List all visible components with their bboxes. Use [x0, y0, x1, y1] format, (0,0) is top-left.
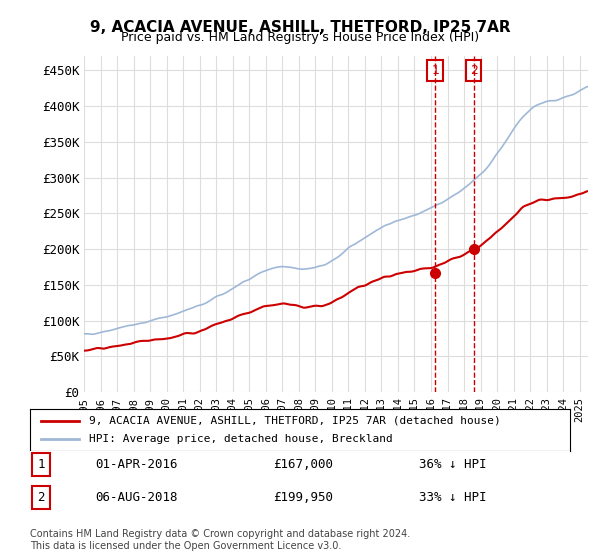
- Text: 06-AUG-2018: 06-AUG-2018: [95, 491, 178, 503]
- Text: Contains HM Land Registry data © Crown copyright and database right 2024.
This d: Contains HM Land Registry data © Crown c…: [30, 529, 410, 551]
- Text: £199,950: £199,950: [273, 491, 333, 503]
- Text: 1: 1: [431, 64, 439, 77]
- Text: 9, ACACIA AVENUE, ASHILL, THETFORD, IP25 7AR: 9, ACACIA AVENUE, ASHILL, THETFORD, IP25…: [89, 20, 511, 35]
- Text: 01-APR-2016: 01-APR-2016: [95, 459, 178, 472]
- Text: 2: 2: [37, 491, 44, 503]
- Text: 2: 2: [470, 64, 478, 77]
- Text: 36% ↓ HPI: 36% ↓ HPI: [419, 459, 487, 472]
- Text: HPI: Average price, detached house, Breckland: HPI: Average price, detached house, Brec…: [89, 434, 393, 444]
- Text: 9, ACACIA AVENUE, ASHILL, THETFORD, IP25 7AR (detached house): 9, ACACIA AVENUE, ASHILL, THETFORD, IP25…: [89, 416, 501, 426]
- Text: 33% ↓ HPI: 33% ↓ HPI: [419, 491, 487, 503]
- Text: Price paid vs. HM Land Registry's House Price Index (HPI): Price paid vs. HM Land Registry's House …: [121, 31, 479, 44]
- Text: 1: 1: [37, 459, 44, 472]
- Text: £167,000: £167,000: [273, 459, 333, 472]
